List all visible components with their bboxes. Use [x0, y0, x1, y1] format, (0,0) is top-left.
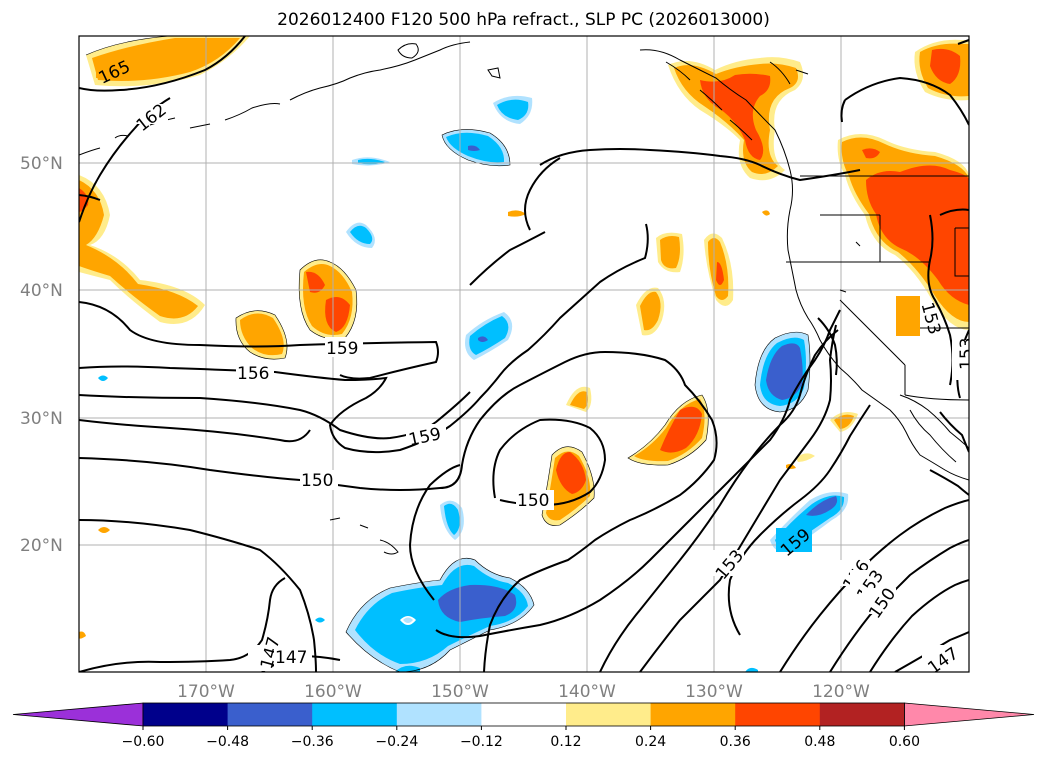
- lon-label-120w: 120°W: [812, 682, 870, 702]
- colorbar-tick-label: 0.12: [550, 734, 581, 750]
- lat-label-50n: 50°N: [20, 154, 63, 174]
- colorbar-frame: [142, 702, 905, 727]
- contour-label: 159: [326, 339, 358, 359]
- contour-labels: 165 162 159 156 159 150 150 153 159 156 …: [96, 57, 977, 672]
- colorbar-tick-label: −0.36: [291, 734, 334, 750]
- colorbar-segment: [735, 703, 821, 726]
- colorbar-extend-high: [904, 702, 1035, 727]
- lon-label-160w: 160°W: [304, 682, 362, 702]
- colorbar-tick-label: 0.48: [804, 734, 835, 750]
- lat-label-30n: 30°N: [20, 409, 63, 429]
- colorbar-segment: [396, 703, 482, 726]
- latitude-labels: 50°N 40°N 30°N 20°N: [20, 154, 63, 556]
- longitude-labels: 170°W 160°W 150°W 140°W 130°W 120°W: [177, 682, 870, 702]
- map-title: 2026012400 F120 500 hPa refract., SLP PC…: [277, 10, 770, 30]
- coastlines: [79, 41, 969, 555]
- colorbar-segment: [481, 703, 567, 726]
- colorbar-tick-label: 0.60: [889, 734, 920, 750]
- lon-label-140w: 140°W: [558, 682, 616, 702]
- lat-label-40n: 40°N: [20, 281, 63, 301]
- colorbar-segment: [227, 703, 313, 726]
- colorbar-tick-label: −0.12: [460, 734, 503, 750]
- colorbar-segment: [819, 703, 905, 726]
- map-frame: [78, 35, 970, 673]
- colorbar: −0.60 −0.48 −0.36 −0.24 −0.12 0.12 0.24 0.36 0.4…: [12, 702, 1035, 750]
- colorbar-segment: [566, 703, 652, 726]
- contour-label: 150: [517, 491, 549, 511]
- slp-contours: [79, 36, 969, 672]
- lon-label-170w: 170°W: [177, 682, 235, 702]
- lon-label-150w: 150°W: [431, 682, 489, 702]
- colorbar-segment: [650, 703, 736, 726]
- colorbar-tick-label: −0.60: [122, 734, 165, 750]
- contour-label: 156: [237, 364, 269, 384]
- colorbar-extend-low: [12, 702, 144, 727]
- colorbar-tick-label: −0.48: [206, 734, 249, 750]
- graticule: [79, 36, 969, 672]
- anomaly-outlines: [85, 36, 811, 672]
- lat-label-20n: 20°N: [20, 536, 63, 556]
- contour-label: 147: [275, 648, 307, 668]
- map-plot-area: [79, 36, 969, 672]
- colorbar-segment: [312, 703, 398, 726]
- colorbar-tick-label: 0.36: [720, 734, 751, 750]
- lon-label-130w: 130°W: [685, 682, 743, 702]
- contour-label: 153: [957, 338, 977, 370]
- colorbar-tick-label: −0.24: [375, 734, 418, 750]
- colorbar-tick-label: 0.24: [635, 734, 666, 750]
- colorbar-segment: [143, 703, 229, 726]
- contour-label: 150: [301, 471, 333, 491]
